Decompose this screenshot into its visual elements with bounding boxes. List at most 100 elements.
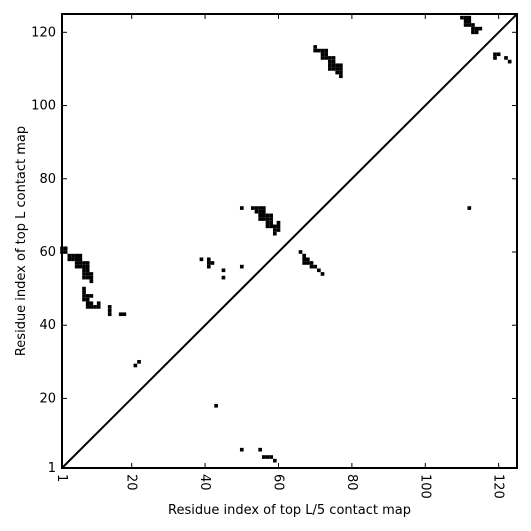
contact-cell xyxy=(74,253,79,258)
contact-cell xyxy=(324,56,329,60)
contact-cell xyxy=(93,305,97,309)
contact-cell xyxy=(89,279,94,284)
contact-cell xyxy=(302,257,307,262)
contact-cell xyxy=(261,213,266,218)
contact-cell xyxy=(269,220,273,225)
contact-cell xyxy=(313,45,318,49)
contact-cell xyxy=(82,297,86,302)
contact-cell xyxy=(206,261,211,265)
contact-cell xyxy=(89,305,94,309)
contact-cell xyxy=(78,257,83,262)
contact-cell xyxy=(214,403,218,408)
contact-cell xyxy=(85,261,90,265)
y-tick-label: 80 xyxy=(39,172,56,187)
contact-cell xyxy=(107,308,112,313)
contact-cell xyxy=(71,253,75,258)
contact-cell xyxy=(82,264,86,269)
contact-cell xyxy=(89,272,94,276)
y-axis-label: Residue index of top L contact map xyxy=(14,126,29,356)
contact-cell xyxy=(324,52,329,57)
x-tick-label: 120 xyxy=(491,474,506,499)
contact-cell xyxy=(82,261,86,265)
contact-cell xyxy=(107,312,112,317)
contact-cell xyxy=(261,217,266,221)
contact-cell xyxy=(250,206,255,210)
contact-cell xyxy=(320,48,325,53)
contact-cell xyxy=(328,56,332,60)
x-tick-label: 40 xyxy=(197,474,212,491)
y-tick-label: 40 xyxy=(39,318,56,333)
contact-cell xyxy=(467,15,472,20)
contact-cell xyxy=(210,261,215,265)
contact-cell xyxy=(309,264,314,269)
contact-cell xyxy=(265,224,270,229)
contact-cell xyxy=(122,312,127,317)
contact-cells xyxy=(60,15,512,463)
contact-cell xyxy=(313,48,318,53)
contact-cell xyxy=(78,264,83,269)
contact-cell xyxy=(239,206,244,210)
diagonal-line xyxy=(61,13,518,469)
contact-cell xyxy=(269,455,273,459)
contact-cell xyxy=(496,52,501,57)
contact-cell xyxy=(306,257,310,262)
contact-cell xyxy=(85,264,90,269)
contact-cell xyxy=(261,206,266,210)
contact-cell xyxy=(78,261,83,265)
contact-cell xyxy=(254,209,259,214)
contact-cell xyxy=(137,359,141,364)
contact-cell xyxy=(328,59,332,64)
y-tick-label: 20 xyxy=(39,391,56,406)
contact-cell xyxy=(96,305,101,309)
contact-cell xyxy=(118,312,123,317)
contact-cell xyxy=(276,224,281,229)
contact-cell xyxy=(133,363,138,368)
contact-cell xyxy=(313,264,318,269)
contact-cell xyxy=(89,294,94,298)
contact-cell xyxy=(478,26,483,31)
contact-cell xyxy=(493,56,497,60)
contact-cell xyxy=(96,301,101,306)
x-tick-label: 80 xyxy=(344,474,359,491)
x-tick-label: 60 xyxy=(270,474,285,491)
contact-cell xyxy=(85,297,90,302)
x-axis-ticks: 1 20 40 60 80 100 120 xyxy=(54,14,506,499)
contact-cell xyxy=(507,59,512,64)
contact-cell xyxy=(320,52,325,57)
contact-cell xyxy=(206,257,211,262)
contact-cell xyxy=(317,268,321,273)
contact-cell xyxy=(74,261,79,265)
contact-cell xyxy=(85,275,90,280)
contact-cell xyxy=(107,305,112,309)
contact-cell xyxy=(85,268,90,273)
contact-cell xyxy=(335,63,340,68)
contact-cell xyxy=(276,228,281,232)
contact-cell xyxy=(74,264,79,269)
contact-cell xyxy=(272,228,277,232)
contact-cell xyxy=(460,15,464,20)
contact-cell xyxy=(89,275,94,280)
contact-cell xyxy=(331,63,336,68)
contact-cell xyxy=(467,23,472,27)
contact-cell xyxy=(63,246,68,251)
contact-cell xyxy=(302,261,307,265)
contact-cell xyxy=(276,220,281,225)
contact-cell xyxy=(82,286,86,291)
contact-cell xyxy=(317,48,321,53)
contact-cell xyxy=(474,26,479,31)
contact-cell xyxy=(467,19,472,24)
contact-cell xyxy=(82,290,86,295)
contact-cell xyxy=(320,272,325,276)
contact-cell xyxy=(258,209,262,214)
contact-cell xyxy=(331,56,336,60)
contact-cell xyxy=(221,268,226,273)
contact-cell xyxy=(471,26,475,31)
contact-cell xyxy=(261,455,266,459)
contact-cell xyxy=(467,206,472,210)
contact-cell xyxy=(82,268,86,273)
contact-cell xyxy=(339,74,343,79)
contact-cell xyxy=(206,264,211,269)
contact-cell xyxy=(474,30,479,35)
x-axis-label: Residue index of top L/5 contact map xyxy=(168,503,411,518)
